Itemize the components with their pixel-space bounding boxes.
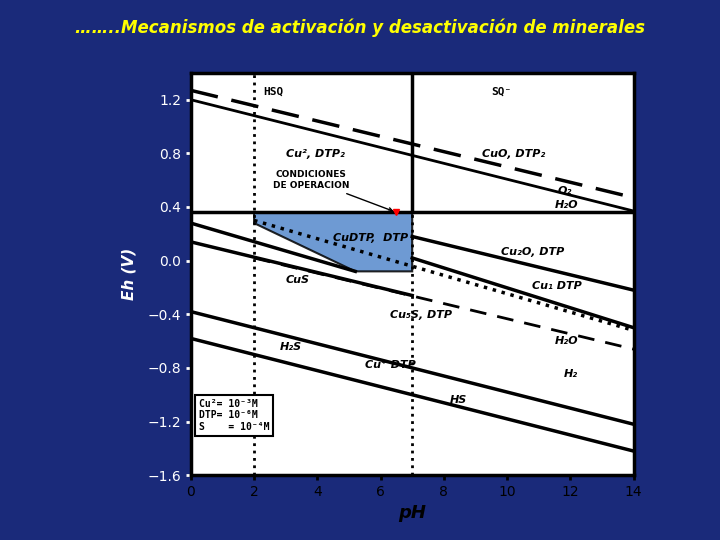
Text: H₂S: H₂S [279,342,302,353]
Text: ……..Mecanismos de activación y desactivación de minerales: ……..Mecanismos de activación y desactiva… [75,19,645,37]
Text: Cu₅S, DTP: Cu₅S, DTP [390,310,452,320]
Text: HSQ: HSQ [264,86,284,96]
Text: H₂O: H₂O [554,336,578,346]
Text: Cu²= 10⁻³M
DTP= 10⁻⁶M
S    = 10⁻⁴M: Cu²= 10⁻³M DTP= 10⁻⁶M S = 10⁻⁴M [199,399,269,432]
Text: Cu₁ DTP: Cu₁ DTP [532,281,582,291]
Text: H₂: H₂ [564,369,578,379]
Text: H₂O: H₂O [554,200,578,211]
Text: CuDTP,  DTP: CuDTP, DTP [333,233,408,242]
Text: O₂: O₂ [558,186,572,195]
Text: HS: HS [450,395,467,405]
Text: SQ⁻: SQ⁻ [491,86,511,96]
Polygon shape [254,212,412,272]
Y-axis label: Eh (V): Eh (V) [121,248,136,300]
Text: Cu₂O, DTP: Cu₂O, DTP [501,247,564,257]
Text: Cu⁺ DTP: Cu⁺ DTP [365,360,415,370]
Text: Cu², DTP₂: Cu², DTP₂ [286,150,345,159]
X-axis label: pH: pH [398,504,426,523]
Text: CONDICIONES
DE OPERACION: CONDICIONES DE OPERACION [273,171,392,211]
Text: CuO, DTP₂: CuO, DTP₂ [482,150,545,159]
Text: CuS: CuS [286,275,310,286]
